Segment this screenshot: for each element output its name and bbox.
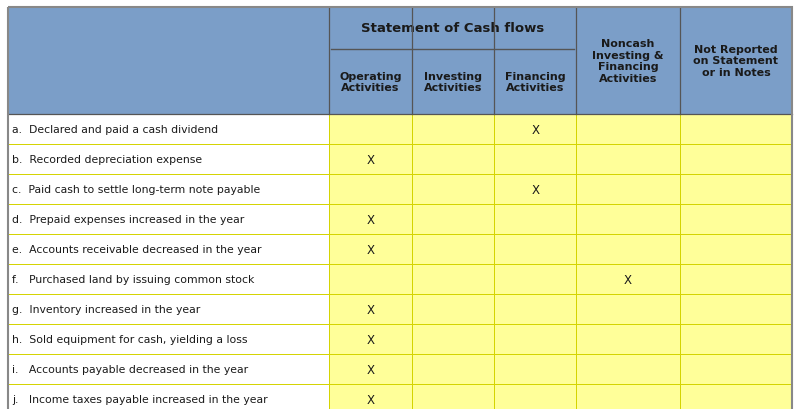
Bar	[576, 264, 680, 294]
Bar	[680, 234, 792, 264]
Text: d.  Prepaid expenses increased in the year: d. Prepaid expenses increased in the yea…	[12, 214, 244, 225]
Bar	[8, 354, 330, 384]
Bar	[680, 264, 792, 294]
Bar	[8, 8, 792, 115]
Text: Financing
Activities: Financing Activities	[505, 72, 566, 93]
Bar	[412, 264, 494, 294]
Text: X: X	[366, 303, 374, 316]
Bar	[680, 384, 792, 409]
Bar	[330, 324, 412, 354]
Bar	[494, 324, 576, 354]
Text: Noncash
Investing &
Financing
Activities: Noncash Investing & Financing Activities	[592, 39, 664, 84]
Bar	[494, 204, 576, 234]
Bar	[330, 175, 412, 204]
Bar	[494, 175, 576, 204]
Bar	[8, 204, 330, 234]
Bar	[680, 294, 792, 324]
Bar	[576, 175, 680, 204]
Bar	[330, 354, 412, 384]
Bar	[576, 324, 680, 354]
Bar	[412, 294, 494, 324]
Bar	[412, 204, 494, 234]
Text: X: X	[366, 333, 374, 346]
Text: a.  Declared and paid a cash dividend: a. Declared and paid a cash dividend	[12, 125, 218, 135]
Bar	[494, 354, 576, 384]
Bar	[412, 145, 494, 175]
Bar	[494, 294, 576, 324]
Text: c.  Paid cash to settle long-term note payable: c. Paid cash to settle long-term note pa…	[12, 184, 260, 195]
Text: Statement of Cash flows: Statement of Cash flows	[362, 22, 545, 36]
Bar	[576, 384, 680, 409]
Bar	[412, 175, 494, 204]
Bar	[330, 145, 412, 175]
Bar	[494, 115, 576, 145]
Text: b.  Recorded depreciation expense: b. Recorded depreciation expense	[12, 155, 202, 164]
Text: Operating
Activities: Operating Activities	[339, 72, 402, 93]
Bar	[680, 354, 792, 384]
Bar	[8, 324, 330, 354]
Bar	[330, 384, 412, 409]
Text: X: X	[366, 393, 374, 405]
Text: g.  Inventory increased in the year: g. Inventory increased in the year	[12, 304, 200, 314]
Bar	[576, 234, 680, 264]
Bar	[8, 234, 330, 264]
Bar	[576, 204, 680, 234]
Text: X: X	[531, 183, 539, 196]
Bar	[494, 384, 576, 409]
Text: h.  Sold equipment for cash, yielding a loss: h. Sold equipment for cash, yielding a l…	[12, 334, 247, 344]
Bar	[330, 264, 412, 294]
Text: i.   Accounts payable decreased in the year: i. Accounts payable decreased in the yea…	[12, 364, 248, 374]
Bar	[412, 115, 494, 145]
Bar	[576, 115, 680, 145]
Bar	[412, 234, 494, 264]
Text: X: X	[366, 213, 374, 226]
Bar	[680, 145, 792, 175]
Text: e.  Accounts receivable decreased in the year: e. Accounts receivable decreased in the …	[12, 245, 262, 254]
Bar	[330, 234, 412, 264]
Bar	[8, 175, 330, 204]
Bar	[494, 145, 576, 175]
Bar	[494, 264, 576, 294]
Bar	[8, 115, 330, 145]
Bar	[8, 145, 330, 175]
Bar	[330, 294, 412, 324]
Bar	[8, 384, 330, 409]
Text: X: X	[366, 153, 374, 166]
Bar	[680, 204, 792, 234]
Bar	[330, 204, 412, 234]
Bar	[680, 324, 792, 354]
Text: f.   Purchased land by issuing common stock: f. Purchased land by issuing common stoc…	[12, 274, 254, 284]
Text: X: X	[531, 123, 539, 136]
Text: X: X	[366, 363, 374, 375]
Text: j.   Income taxes payable increased in the year: j. Income taxes payable increased in the…	[12, 394, 268, 404]
Bar	[412, 324, 494, 354]
Bar	[680, 175, 792, 204]
Bar	[412, 354, 494, 384]
Text: Investing
Activities: Investing Activities	[424, 72, 482, 93]
Bar	[576, 145, 680, 175]
Bar	[680, 115, 792, 145]
Text: Not Reported
on Statement
or in Notes: Not Reported on Statement or in Notes	[694, 45, 778, 78]
Bar	[412, 384, 494, 409]
Bar	[8, 294, 330, 324]
Bar	[576, 294, 680, 324]
Text: X: X	[366, 243, 374, 256]
Bar	[494, 234, 576, 264]
Bar	[8, 264, 330, 294]
Bar	[576, 354, 680, 384]
Text: X: X	[624, 273, 632, 286]
Bar	[330, 115, 412, 145]
